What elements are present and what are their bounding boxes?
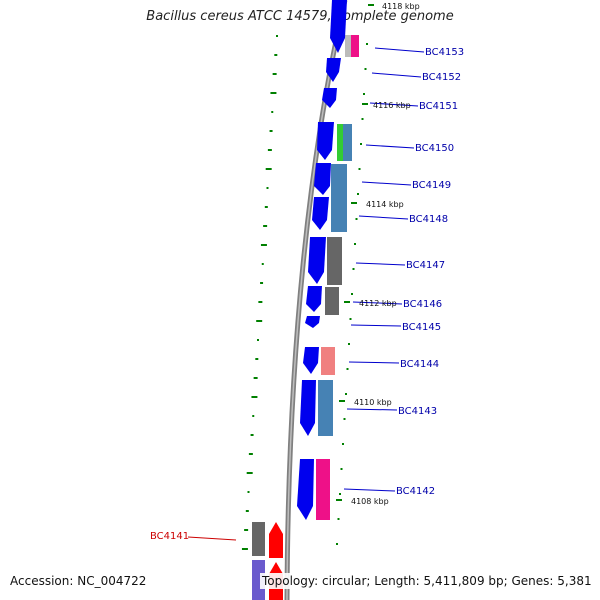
- label-leader-highlight: [187, 536, 237, 541]
- cds-arrow: [300, 380, 316, 436]
- gene-label-bc4150[interactable]: BC4150: [415, 143, 454, 154]
- cds-arrow: [322, 88, 337, 108]
- cds-arrow: [312, 197, 329, 230]
- cds-arrow: [297, 459, 314, 520]
- kbp-label: 4110 kbp: [354, 398, 392, 407]
- gc-content-track: [241, 35, 368, 550]
- feature-box-steelblue: [343, 124, 352, 161]
- cds-arrow: [326, 58, 341, 82]
- feature-box-salmon: [321, 347, 335, 375]
- feature-box-steelblue: [331, 164, 347, 232]
- feature-box-lightgray: [345, 35, 351, 57]
- feature-box-gray: [325, 287, 339, 315]
- map-title: Bacillus cereus ATCC 14579, complete gen…: [146, 9, 454, 24]
- kbp-label: 4118 kbp: [382, 2, 420, 11]
- feature-box-gray: [252, 522, 265, 556]
- label-leaders: [343, 47, 425, 492]
- gene-label-bc4149[interactable]: BC4149: [412, 180, 451, 191]
- cds-arrow: [330, 0, 347, 53]
- feature-box-purple: [252, 560, 265, 600]
- feature-box-pink: [316, 459, 330, 520]
- cds-arrow: [308, 237, 326, 284]
- gene-label-bc4148[interactable]: BC4148: [409, 214, 448, 225]
- cds-arrow: [314, 163, 331, 195]
- kbp-label: 4112 kbp: [359, 299, 397, 308]
- feature-box-green: [337, 124, 344, 161]
- cds-arrow: [303, 347, 319, 374]
- gene-label-bc4144[interactable]: BC4144: [400, 359, 439, 370]
- feature-track: [252, 35, 359, 600]
- gene-label-bc4141[interactable]: BC4141: [150, 531, 189, 542]
- cds-arrow: [317, 122, 334, 160]
- gene-label-bc4147[interactable]: BC4147: [406, 260, 445, 271]
- gene-label-bc4145[interactable]: BC4145: [402, 322, 441, 333]
- feature-box-steelblue: [318, 380, 333, 436]
- accession-text: Accession: NC_004722: [8, 573, 149, 589]
- cds-arrow-red: [269, 522, 283, 558]
- feature-box-gray: [327, 237, 342, 285]
- gene-label-bc4146[interactable]: BC4146: [403, 299, 442, 310]
- kbp-label: 4108 kbp: [351, 497, 389, 506]
- gene-label-bc4143[interactable]: BC4143: [398, 406, 437, 417]
- feature-box-pink: [350, 35, 359, 57]
- cds-arrow: [306, 286, 322, 312]
- gene-label-bc4151[interactable]: BC4151: [419, 101, 458, 112]
- cds-arrow: [305, 316, 320, 328]
- gene-label-bc4153[interactable]: BC4153: [425, 47, 464, 58]
- cds-track: [297, 0, 347, 520]
- kbp-label: 4116 kbp: [373, 101, 411, 110]
- kbp-ticks: [336, 4, 374, 501]
- kbp-label: 4114 kbp: [366, 200, 404, 209]
- gene-label-bc4142[interactable]: BC4142: [396, 486, 435, 497]
- gene-label-bc4152[interactable]: BC4152: [422, 72, 461, 83]
- genome-summary-text: Topology: circular; Length: 5,411,809 bp…: [260, 573, 594, 589]
